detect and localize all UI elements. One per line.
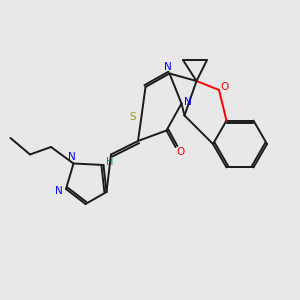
Text: N: N xyxy=(164,62,172,72)
Text: O: O xyxy=(177,146,185,157)
Text: O: O xyxy=(220,82,229,92)
Text: N: N xyxy=(68,152,76,162)
Text: H: H xyxy=(106,157,113,167)
Text: S: S xyxy=(129,112,136,122)
Text: N: N xyxy=(55,185,62,196)
Text: N: N xyxy=(184,97,191,107)
